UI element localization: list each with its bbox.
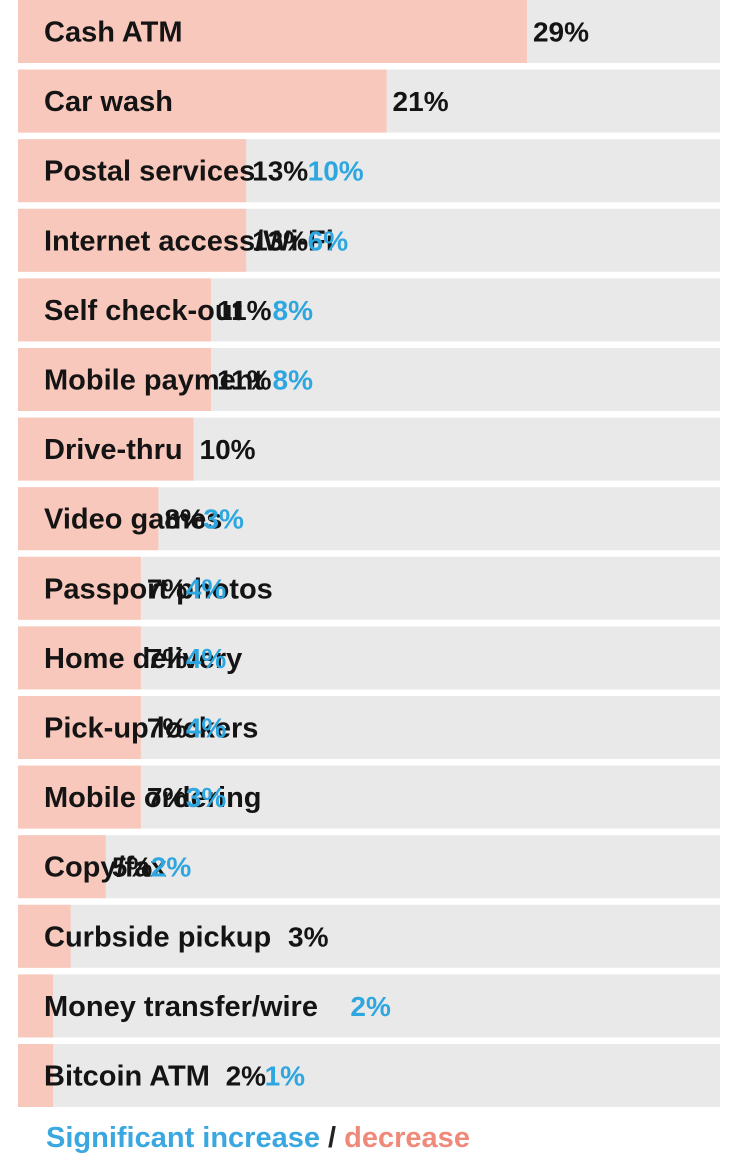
bar-track xyxy=(18,974,720,1038)
bar xyxy=(18,69,387,133)
bar-track xyxy=(18,835,720,899)
category-label: Postal services xyxy=(44,156,255,188)
bar xyxy=(18,417,194,481)
bar xyxy=(18,696,141,759)
bar xyxy=(18,835,106,899)
value-label: 7% xyxy=(147,782,188,813)
bar xyxy=(18,1044,54,1107)
category-label: Copy/fax xyxy=(44,852,166,884)
category-label: Internet access/Wi-Fi xyxy=(44,225,334,257)
change-label: 4% xyxy=(186,713,227,744)
value-label: 11% xyxy=(217,365,272,396)
change-label: 2% xyxy=(151,852,192,883)
value-label: 7% xyxy=(147,713,188,744)
bar xyxy=(18,765,141,829)
value-label: 5% xyxy=(112,852,153,883)
change-label: 8% xyxy=(273,365,314,396)
bar-track xyxy=(18,904,720,968)
value-label: 21% xyxy=(393,86,449,117)
category-label: Mobile ordering xyxy=(44,782,262,814)
value-label: 2% xyxy=(226,1061,267,1092)
change-label: 10% xyxy=(308,156,364,187)
value-label: 13% xyxy=(252,225,308,256)
bar xyxy=(18,348,212,411)
change-label: 2% xyxy=(350,991,391,1022)
category-label: Mobile payment xyxy=(44,365,263,397)
value-label: 13% xyxy=(252,156,308,187)
bar xyxy=(18,0,527,63)
value-label: 29% xyxy=(533,17,589,48)
bar xyxy=(18,626,141,690)
category-label: Money transfer/wire xyxy=(44,991,318,1023)
change-label: 8% xyxy=(273,295,314,326)
bar-track xyxy=(18,1044,720,1107)
change-label: 3% xyxy=(203,504,244,535)
category-label: Curbside pickup xyxy=(44,921,271,953)
bar xyxy=(18,974,54,1038)
value-label: 7% xyxy=(147,643,188,674)
value-label: 3% xyxy=(288,921,329,952)
category-label: Bitcoin ATM xyxy=(44,1061,210,1093)
bar-chart: Cash ATM 29%Car wash 21%Postal services13%… xyxy=(18,0,720,1107)
change-label: 3% xyxy=(186,782,227,813)
bar xyxy=(18,556,141,620)
category-label: Cash ATM xyxy=(44,17,183,49)
change-label: 4% xyxy=(186,573,227,604)
bar xyxy=(18,139,247,203)
value-label: 8% xyxy=(164,504,205,535)
category-label: Pick-up lockers xyxy=(44,713,258,745)
category-label: Drive-thru xyxy=(44,434,183,466)
category-label: Video games xyxy=(44,504,222,536)
legend: Significant increase / decrease xyxy=(46,1122,470,1155)
legend-separator: / xyxy=(320,1122,345,1154)
bar xyxy=(18,278,212,342)
legend-increase: Significant increase xyxy=(46,1122,320,1154)
category-label: Home delivery xyxy=(44,643,242,675)
change-label: 1% xyxy=(265,1061,306,1092)
legend-decrease: decrease xyxy=(344,1122,470,1154)
value-label: 7% xyxy=(147,573,188,604)
change-label: 6% xyxy=(308,225,349,256)
value-label: 11% xyxy=(217,295,272,326)
category-label: Car wash xyxy=(44,86,173,118)
change-label: 4% xyxy=(186,643,227,674)
category-label: Passport photos xyxy=(44,573,273,605)
bar xyxy=(18,208,247,272)
bar xyxy=(18,904,71,968)
value-label: 10% xyxy=(200,434,256,465)
bar xyxy=(18,487,159,551)
category-label: Self check-out xyxy=(44,295,243,327)
